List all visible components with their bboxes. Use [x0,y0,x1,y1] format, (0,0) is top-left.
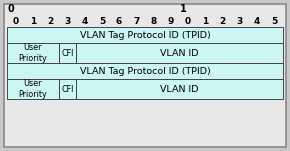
Bar [7,27,283,43]
Text: 4: 4 [81,17,88,26]
Text: 1: 1 [180,4,186,14]
Bar [76,79,283,99]
Text: 0: 0 [12,17,19,26]
Text: 1: 1 [30,17,36,26]
Bar [76,43,283,63]
Text: VLAN ID: VLAN ID [160,85,199,93]
Text: User
Priority: User Priority [19,79,47,99]
Bar [59,43,76,63]
Text: 3: 3 [237,17,243,26]
Text: CFI: CFI [61,48,74,58]
Text: 6: 6 [116,17,122,26]
Text: 2: 2 [47,17,53,26]
Bar [7,43,59,63]
Text: 9: 9 [168,17,174,26]
Bar [59,79,76,99]
Text: 8: 8 [151,17,157,26]
Text: 5: 5 [271,17,278,26]
Text: VLAN ID: VLAN ID [160,48,199,58]
Text: 0: 0 [185,17,191,26]
Text: User
Priority: User Priority [19,43,47,63]
Bar [7,63,283,79]
Bar [7,79,59,99]
Text: 4: 4 [254,17,260,26]
Text: VLAN Tag Protocol ID (TPID): VLAN Tag Protocol ID (TPID) [80,31,210,40]
Text: VLAN Tag Protocol ID (TPID): VLAN Tag Protocol ID (TPID) [80,66,210,76]
Text: CFI: CFI [61,85,74,93]
Text: 3: 3 [64,17,70,26]
Text: 5: 5 [99,17,105,26]
Text: 2: 2 [220,17,226,26]
Text: 7: 7 [133,17,139,26]
Text: 1: 1 [202,17,209,26]
Text: 0: 0 [7,4,14,14]
